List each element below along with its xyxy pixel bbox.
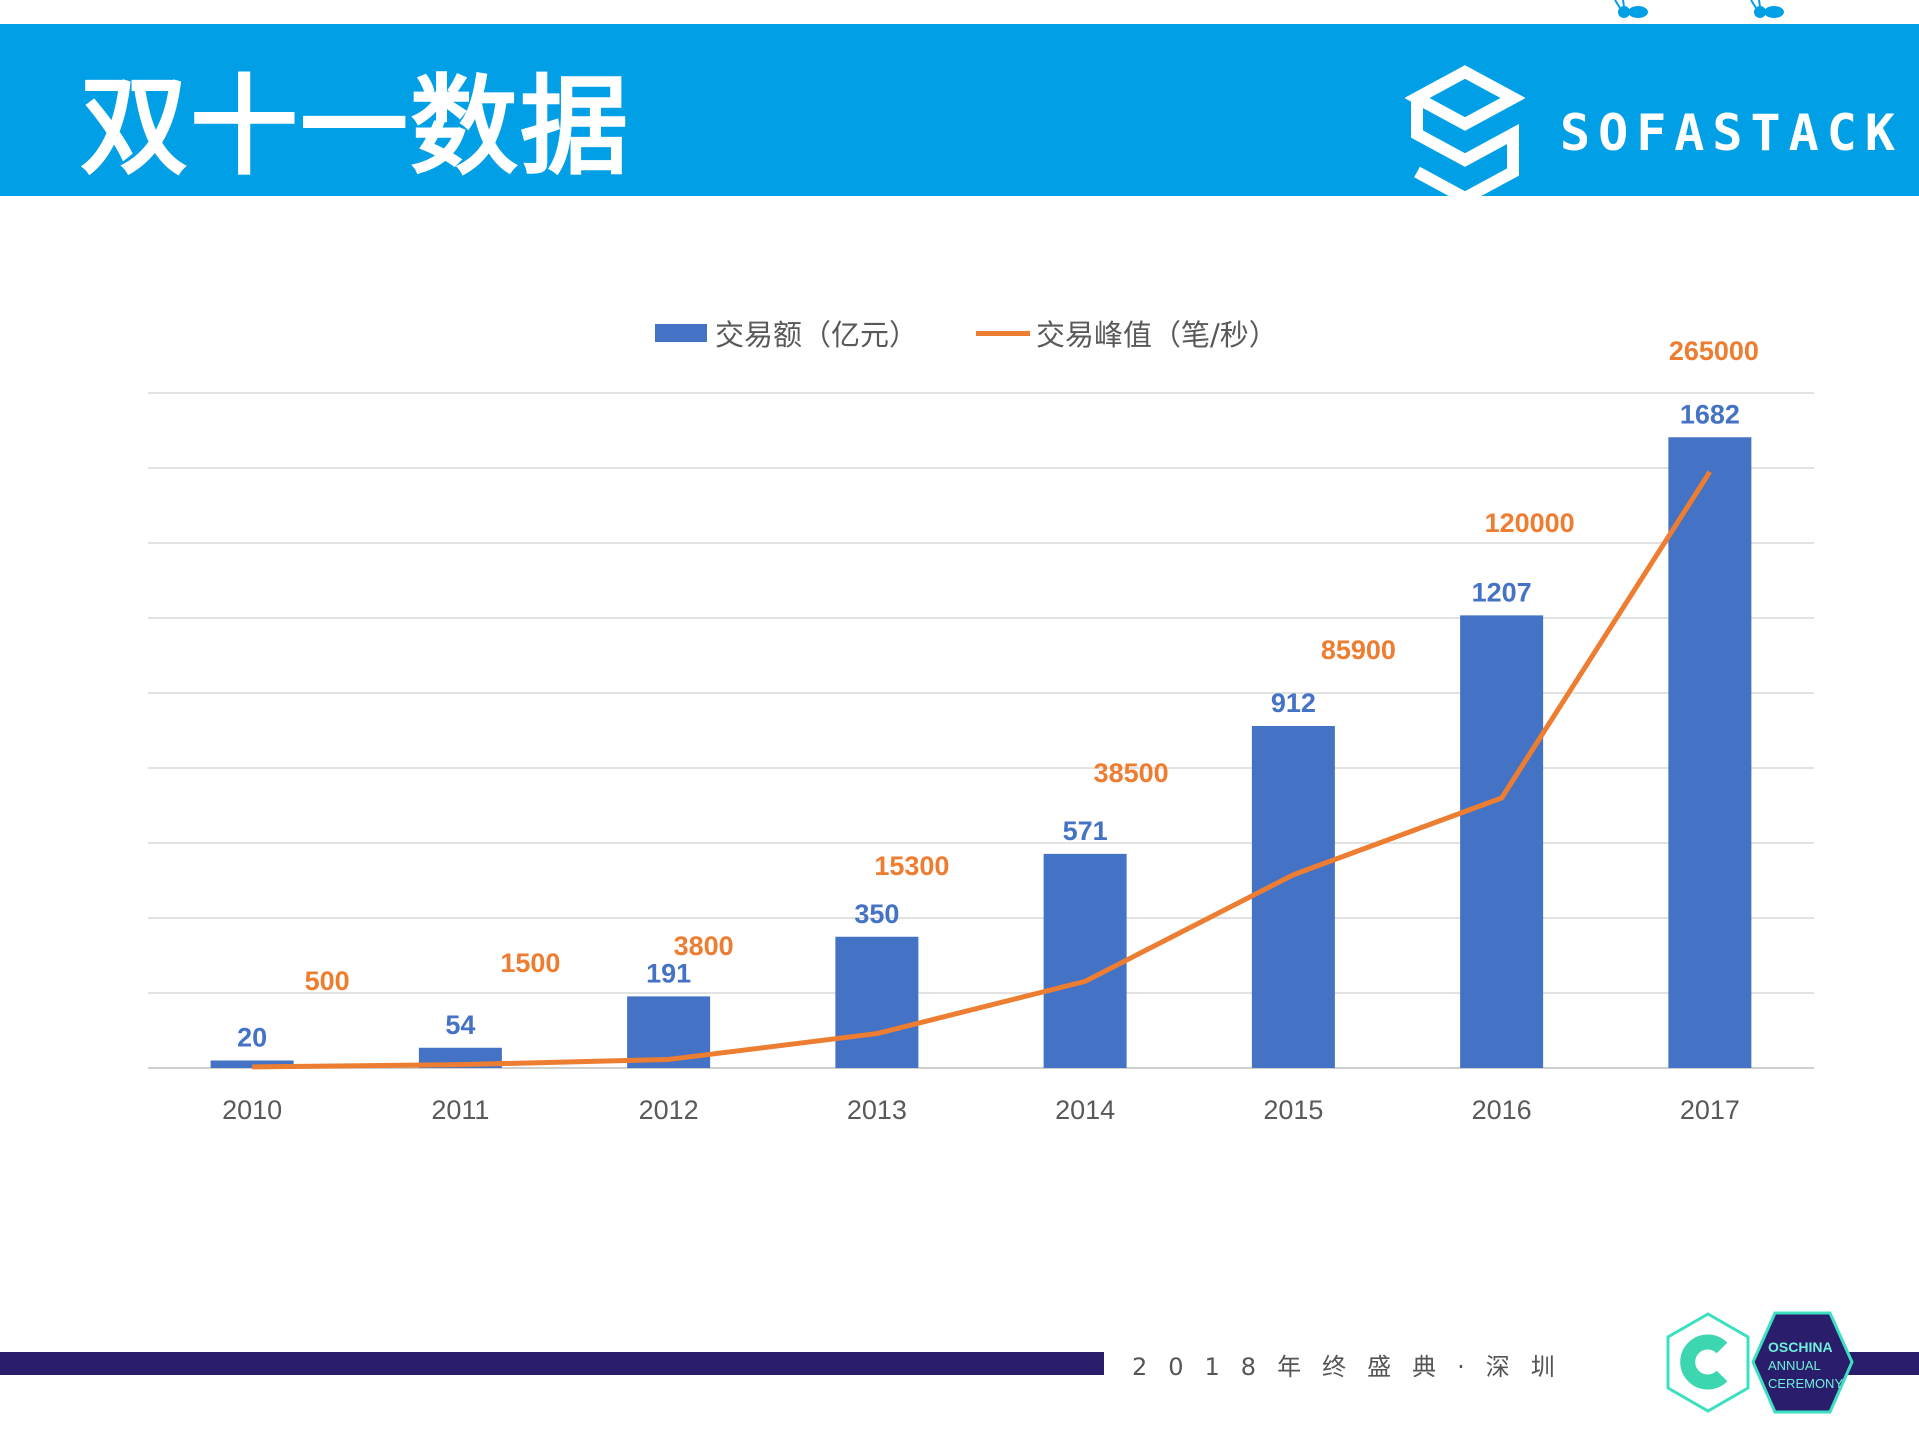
bar xyxy=(210,1060,294,1068)
combo-chart: 20 2010 54 2011 191 2012 350 2013 571 2014 912 2015… xyxy=(148,336,1814,1125)
bar-data-label: 571 xyxy=(1063,816,1108,846)
footer-event-text: 2018年终盛典·深圳 xyxy=(1132,1353,1576,1381)
line-data-label: 1500 xyxy=(500,948,560,978)
x-tick-label: 2017 xyxy=(1680,1095,1740,1125)
bar xyxy=(1043,853,1127,1068)
x-tick-label: 2012 xyxy=(639,1095,699,1125)
bar xyxy=(1251,726,1335,1068)
ceremony-text: CEREMONY xyxy=(1768,1376,1843,1391)
bar-data-label: 1207 xyxy=(1472,577,1532,607)
line-data-label: 120000 xyxy=(1485,508,1575,538)
bar-data-label: 1682 xyxy=(1680,399,1740,429)
bar xyxy=(1668,437,1752,1068)
annual-text: ANNUAL xyxy=(1768,1358,1821,1373)
footer-bar-left xyxy=(0,1352,1104,1375)
bar-data-label: 912 xyxy=(1271,688,1316,718)
legend-bar-swatch xyxy=(655,324,707,342)
x-tick-label: 2016 xyxy=(1472,1095,1532,1125)
line-data-label: 500 xyxy=(305,966,350,996)
page-title: 双十一数据 xyxy=(80,65,631,190)
line-data-label: 265000 xyxy=(1669,336,1759,366)
line-data-label: 3800 xyxy=(674,931,734,961)
legend-label-amount: 交易额（亿元） xyxy=(715,318,919,352)
sofastack-logo-icon xyxy=(1404,64,1526,208)
oschina-logo-icon: OSCHINA ANNUAL CEREMONY xyxy=(1660,1310,1860,1424)
x-tick-label: 2011 xyxy=(431,1095,489,1125)
footer-bar-right xyxy=(1845,1352,1919,1375)
chart-legend: 交易额（亿元） 交易峰值（笔/秒） xyxy=(655,312,1278,354)
line-data-label: 38500 xyxy=(1094,758,1169,788)
bar-data-label: 191 xyxy=(646,958,691,988)
x-tick-label: 2014 xyxy=(1055,1095,1115,1125)
bar xyxy=(1460,615,1544,1068)
legend-line-swatch xyxy=(976,330,1031,336)
bar-data-label: 350 xyxy=(854,899,899,929)
header-banner: 双十一数据 SOFASTACK xyxy=(0,24,1919,205)
legend-label-peak: 交易峰值（笔/秒） xyxy=(1036,318,1278,352)
x-tick-label: 2010 xyxy=(222,1095,282,1125)
line-data-label: 85900 xyxy=(1321,635,1396,665)
oschina-text: OSCHINA xyxy=(1768,1339,1833,1355)
ant-icon xyxy=(1748,0,1786,28)
ant-icon xyxy=(1612,0,1650,28)
x-tick-label: 2013 xyxy=(847,1095,907,1125)
bar xyxy=(835,936,919,1068)
line-data-label: 15300 xyxy=(874,851,949,881)
brand-name: SOFASTACK xyxy=(1560,104,1903,162)
x-tick-label: 2015 xyxy=(1263,1095,1323,1125)
bar-data-label: 20 xyxy=(237,1023,267,1053)
bar-data-label: 54 xyxy=(445,1010,475,1040)
peak-line xyxy=(252,470,1712,1070)
